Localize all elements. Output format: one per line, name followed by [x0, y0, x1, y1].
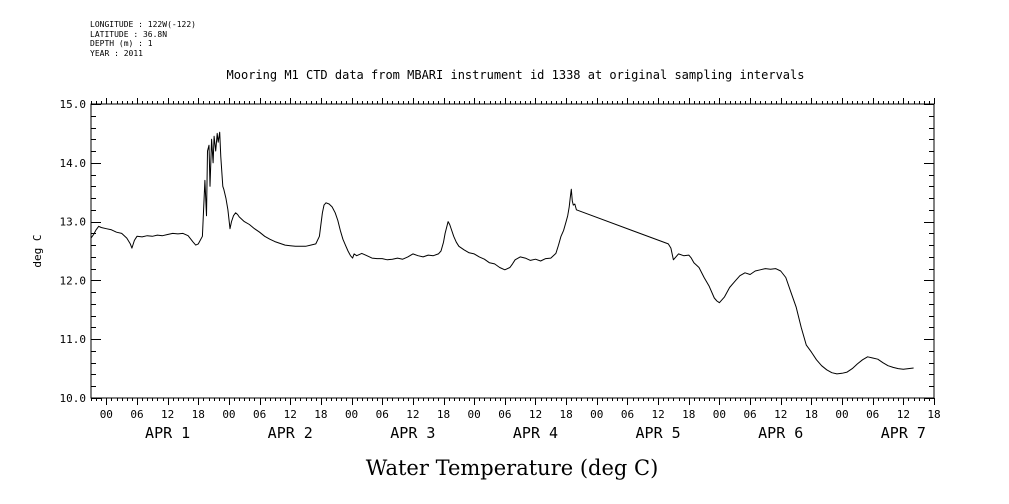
x-hour-label: 12: [529, 408, 542, 421]
chart-title: Mooring M1 CTD data from MBARI instrumen…: [226, 68, 805, 82]
plot-frame: [90, 103, 935, 399]
x-hour-label: 06: [498, 408, 511, 421]
x-hour-label: 18: [927, 408, 940, 421]
latitude-text: LATITUDE : 36.8N: [90, 29, 168, 39]
x-hour-label: 00: [222, 408, 235, 421]
x-day-label: APR 6: [758, 424, 803, 442]
depth-text: DEPTH (m) : 1: [90, 39, 153, 48]
y-tick-label: 11.0: [60, 333, 87, 346]
x-hour-label: 06: [621, 408, 634, 421]
y-axis-label: deg C: [31, 234, 44, 267]
x-hour-label: 06: [376, 408, 389, 421]
x-hour-label: 00: [835, 408, 848, 421]
labels-layer: Water Temperature (deg C) deg C: [31, 234, 658, 480]
series-line-water-temperature: [90, 131, 914, 375]
x-hour-label: 12: [774, 408, 787, 421]
x-hour-label: 00: [713, 408, 726, 421]
x-hour-label: 06: [253, 408, 266, 421]
x-hour-label: 00: [100, 408, 113, 421]
x-day-label: APR 2: [268, 424, 313, 442]
x-day-label: APR 1: [145, 424, 190, 442]
x-hour-label: 12: [651, 408, 664, 421]
y-tick-label: 15.0: [60, 98, 87, 111]
x-hour-label: 12: [284, 408, 297, 421]
x-hour-label: 06: [866, 408, 879, 421]
x-day-label: APR 5: [636, 424, 681, 442]
y-tick-label: 10.0: [60, 392, 87, 405]
x-hour-label: 06: [743, 408, 756, 421]
x-hour-label: 00: [468, 408, 481, 421]
x-hour-label: 18: [192, 408, 205, 421]
x-hour-label: 06: [130, 408, 143, 421]
y-tick-label: 12.0: [60, 274, 87, 287]
x-day-label: APR 7: [881, 424, 926, 442]
data-layer: [90, 131, 914, 375]
x-hour-label: 18: [560, 408, 573, 421]
x-hour-label: 12: [897, 408, 910, 421]
y-tick-label: 13.0: [60, 216, 87, 229]
x-hour-label: 18: [805, 408, 818, 421]
y-tick-label: 14.0: [60, 157, 87, 170]
year-text: YEAR : 2011: [90, 48, 143, 58]
x-hour-label: 18: [314, 408, 327, 421]
x-hour-label: 12: [406, 408, 419, 421]
x-day-label: APR 4: [513, 424, 558, 442]
metadata-block: LONGITUDE : 122W(-122) LATITUDE : 36.8N …: [90, 20, 196, 58]
x-hour-label: 00: [345, 408, 358, 421]
x-hour-label: 12: [161, 408, 174, 421]
longitude-text: LONGITUDE : 122W(-122): [90, 20, 196, 29]
x-axis-label: Water Temperature (deg C): [366, 456, 659, 480]
x-hour-label: 00: [590, 408, 603, 421]
x-hour-label: 18: [437, 408, 450, 421]
x-day-label: APR 3: [390, 424, 435, 442]
x-hour-label: 18: [682, 408, 695, 421]
axes-layer: 10.0 11.0 12.0 13.0 14.0 15.0 00 06 12 18 00 06 12 18…: [60, 98, 941, 442]
